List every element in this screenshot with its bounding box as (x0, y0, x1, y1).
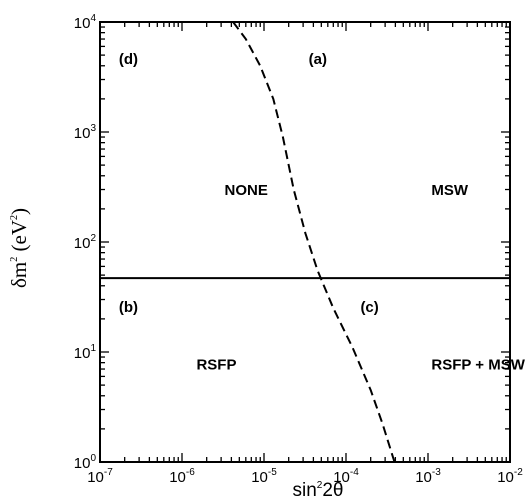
region-label: NONE (225, 182, 268, 199)
y-tick-label: 101 (74, 343, 97, 362)
y-tick-label: 103 (74, 123, 97, 142)
dashed-boundary-line (232, 21, 396, 463)
plot-frame (99, 21, 511, 463)
x-tick-label: 10-3 (415, 467, 441, 486)
y-tick-label: 102 (74, 233, 97, 252)
x-tick-label: 10-7 (87, 467, 113, 486)
region-label: MSW (431, 182, 469, 199)
x-tick-label: 10-4 (333, 467, 359, 486)
x-tick-label: 10-2 (497, 467, 523, 486)
series-layer (100, 21, 510, 463)
region-label: (c) (360, 299, 378, 316)
x-tick-label: 10-5 (251, 467, 277, 486)
region-labels: (d) (a) NONE MSW (b) (c) RSFP RSFP + MSW (119, 51, 526, 374)
y-axis-label: δm2 (eV2) (7, 208, 31, 288)
x-axis-label: sin22θ (293, 480, 344, 501)
region-label: RSFP (196, 357, 236, 374)
tick-marks (99, 21, 511, 463)
region-label: RSFP + MSW (431, 357, 525, 374)
y-tick-label: 100 (74, 453, 97, 472)
region-label: (d) (119, 51, 138, 68)
y-tick-label: 104 (74, 13, 97, 32)
region-label: (a) (309, 51, 327, 68)
y-tick-labels: 100 101 102 103 104 (74, 13, 97, 472)
x-tick-label: 10-6 (169, 467, 195, 486)
region-label: (b) (119, 299, 138, 316)
x-tick-labels: 10-7 10-6 10-5 10-4 10-3 10-2 (87, 467, 523, 486)
